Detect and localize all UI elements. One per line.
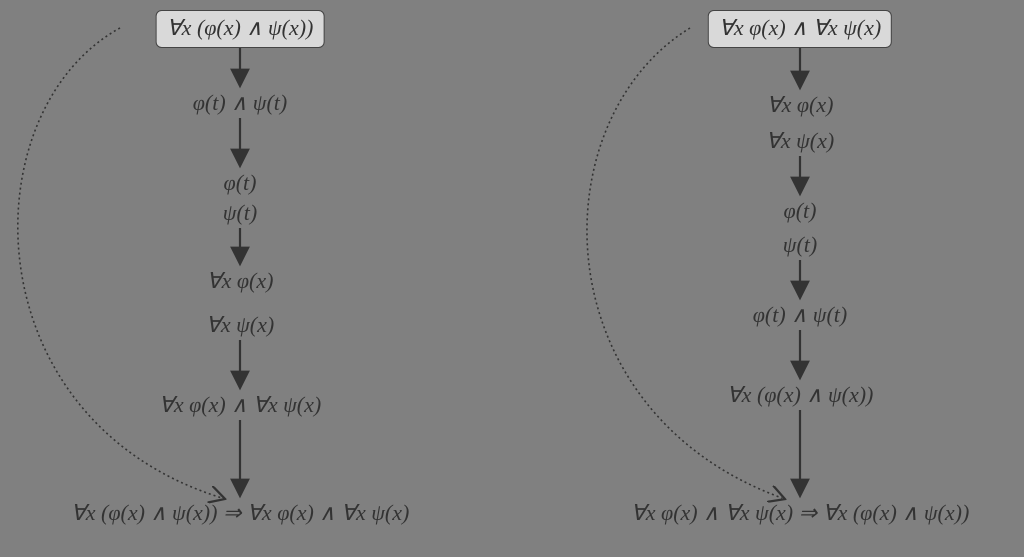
right-step-5: ∀x (φ(x) ∧ ψ(x)) <box>727 382 874 408</box>
right-step-0: ∀x φ(x) <box>767 92 834 118</box>
right-root: ∀x φ(x) ∧ ∀x ψ(x) <box>708 10 892 48</box>
left-step-0: φ(t) ∧ ψ(t) <box>193 90 287 116</box>
left-step-3: ∀x φ(x) <box>207 268 274 294</box>
left-root: ∀x (φ(x) ∧ ψ(x)) <box>156 10 325 48</box>
left-step-2: ψ(t) <box>223 200 257 226</box>
right-step-3: ψ(t) <box>783 232 817 258</box>
right-step-1: ∀x ψ(x) <box>766 128 834 154</box>
arrow-layer <box>0 0 1024 557</box>
left-step-4: ∀x ψ(x) <box>206 312 274 338</box>
right-step-2: φ(t) <box>784 198 817 224</box>
left-conclusion: ∀x (φ(x) ∧ ψ(x)) ⇒ ∀x φ(x) ∧ ∀x ψ(x) <box>71 500 410 526</box>
proof-diagram: ∀x (φ(x) ∧ ψ(x)) φ(t) ∧ ψ(t) φ(t) ψ(t) ∀… <box>0 0 1024 557</box>
right-conclusion: ∀x φ(x) ∧ ∀x ψ(x) ⇒ ∀x (φ(x) ∧ ψ(x)) <box>631 500 970 526</box>
left-step-1: φ(t) <box>224 170 257 196</box>
left-step-5: ∀x φ(x) ∧ ∀x ψ(x) <box>159 392 321 418</box>
right-step-4: φ(t) ∧ ψ(t) <box>753 302 847 328</box>
